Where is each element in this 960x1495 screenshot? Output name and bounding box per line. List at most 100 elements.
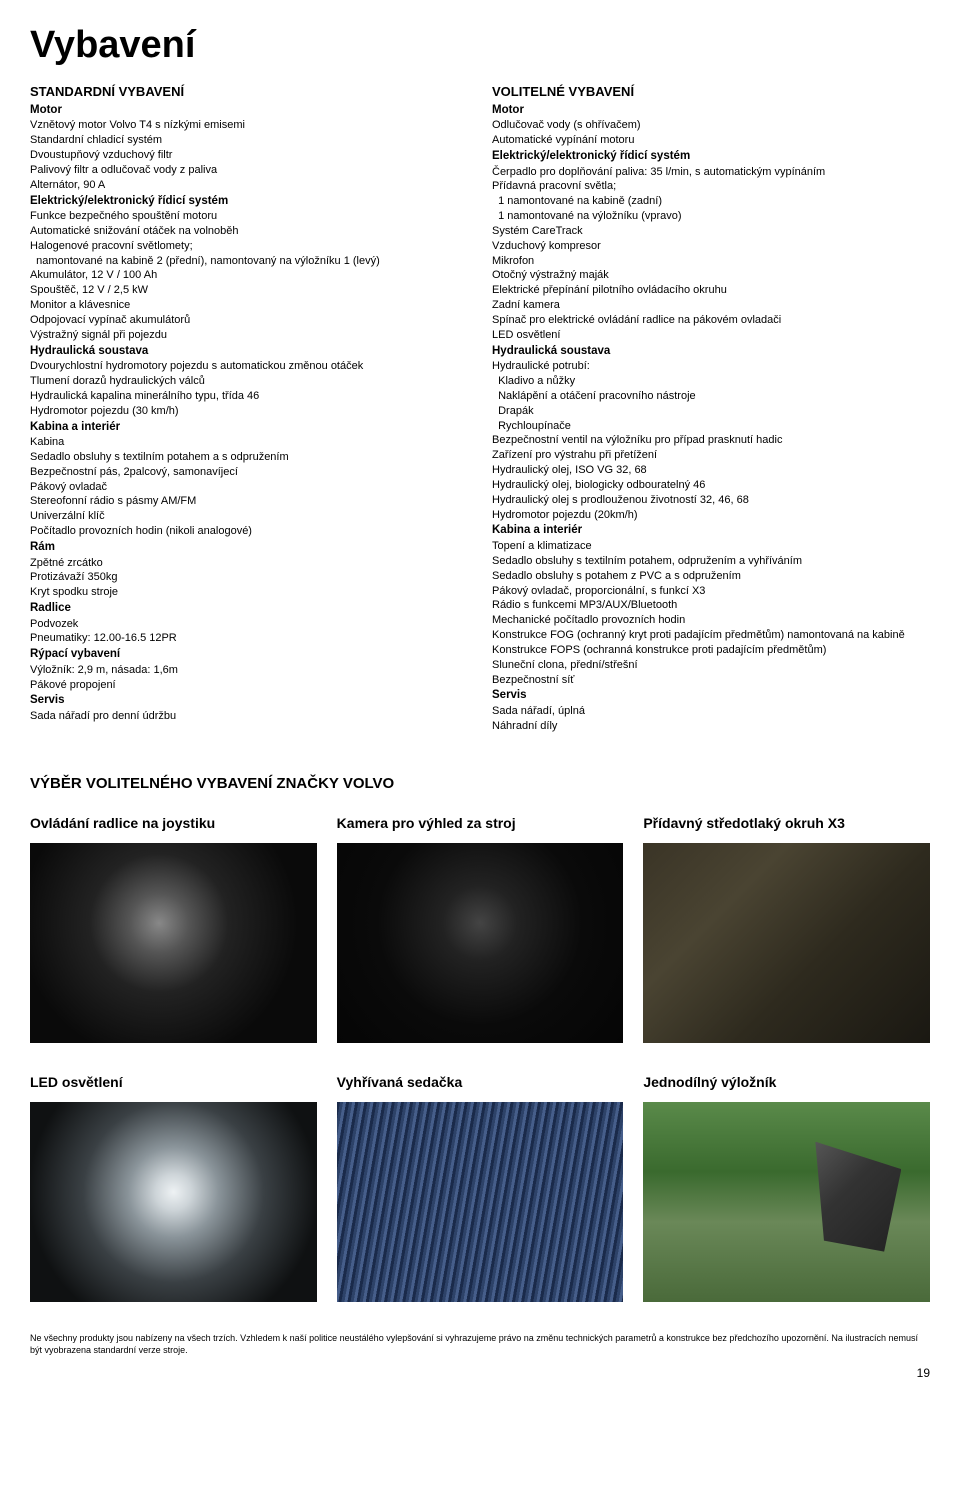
spec-item: Sedadlo obsluhy s potahem z PVC a s odpr… (492, 569, 930, 584)
section-heading: VOLITELNÉ VYBAVENÍ (492, 83, 930, 101)
group-title: Elektrický/elektronický řídicí systém (492, 149, 930, 165)
disclaimer-text: Ne všechny produkty jsou nabízeny na vše… (30, 1332, 930, 1357)
spec-item: Systém CareTrack (492, 224, 930, 239)
group-title: Elektrický/elektronický řídicí systém (30, 194, 468, 210)
spec-item: Počítadlo provozních hodin (nikoli analo… (30, 524, 468, 539)
spec-item: Hydromotor pojezdu (30 km/h) (30, 404, 468, 419)
spec-item: Mechanické počítadlo provozních hodin (492, 613, 930, 628)
spec-item: Spínač pro elektrické ovládání radlice n… (492, 313, 930, 328)
spec-item: Náhradní díly (492, 719, 930, 734)
spec-item: Hydromotor pojezdu (20km/h) (492, 508, 930, 523)
spec-item: Naklápění a otáčení pracovního nástroje (492, 389, 930, 404)
feature-card: LED osvětlení (30, 1073, 317, 1302)
spec-item: Kryt spodku stroje (30, 585, 468, 600)
page-title: Vybavení (30, 20, 930, 71)
spec-item: Dvoustupňový vzduchový filtr (30, 148, 468, 163)
spec-item: Dvourychlostní hydromotory pojezdu s aut… (30, 359, 468, 374)
feature-row-1: Ovládání radlice na joystiku Kamera pro v… (30, 814, 930, 1043)
group-title: Servis (30, 693, 468, 709)
optional-column: VOLITELNÉ VYBAVENÍMotorOdlučovač vody (s… (492, 83, 930, 733)
spec-item: Akumulátor, 12 V / 100 Ah (30, 268, 468, 283)
spec-item: Hydraulické potrubí: (492, 359, 930, 374)
group-title: Rám (30, 540, 468, 556)
spec-item: Kabina (30, 435, 468, 450)
spec-item: Automatické vypínání motoru (492, 133, 930, 148)
standard-column: STANDARDNÍ VYBAVENÍ MotorVznětový motor V… (30, 83, 468, 733)
volvo-options-section: VÝBĚR VOLITELNÉHO VYBAVENÍ ZNAČKY VOLVO … (30, 774, 930, 1302)
spec-item: Hydraulická kapalina minerálního typu, t… (30, 389, 468, 404)
spec-item: Mikrofon (492, 254, 930, 269)
spec-item: Konstrukce FOPS (ochranná konstrukce pro… (492, 643, 930, 658)
group-title: Servis (492, 688, 930, 704)
equipment-columns: STANDARDNÍ VYBAVENÍ MotorVznětový motor V… (30, 83, 930, 733)
group-title: Motor (30, 103, 468, 119)
spec-item: Kladivo a nůžky (492, 374, 930, 389)
feature-image (30, 1102, 317, 1302)
spec-item: Hydraulický olej, biologicky odbourateln… (492, 478, 930, 493)
spec-item: Topení a klimatizace (492, 539, 930, 554)
spec-item: Elektrické přepínání pilotního ovládacíh… (492, 283, 930, 298)
spec-item: Hydraulický olej s prodlouženou životnos… (492, 493, 930, 508)
spec-item: Pákové propojení (30, 678, 468, 693)
feature-title: Jednodílný výložník (643, 1073, 930, 1092)
spec-item: Zpětné zrcátko (30, 556, 468, 571)
feature-row-2: LED osvětlení Vyhřívaná sedačka Jednodílný… (30, 1073, 930, 1302)
spec-item: Pneumatiky: 12.00-16.5 12PR (30, 631, 468, 646)
section-heading: STANDARDNÍ VYBAVENÍ (30, 83, 468, 101)
feature-title: Ovládání radlice na joystiku (30, 814, 317, 833)
spec-item: Rychloupínače (492, 419, 930, 434)
spec-item: Tlumení dorazů hydraulických válců (30, 374, 468, 389)
spec-item: Podvozek (30, 617, 468, 632)
spec-item: Automatické snižování otáček na volnoběh (30, 224, 468, 239)
feature-title: LED osvětlení (30, 1073, 317, 1092)
spec-item: Univerzální klíč (30, 509, 468, 524)
spec-item: Spouštěč, 12 V / 2,5 kW (30, 283, 468, 298)
spec-item: Pákový ovladač, proporcionální, s funkcí… (492, 584, 930, 599)
feature-card: Vyhřívaná sedačka (337, 1073, 624, 1302)
feature-card: Ovládání radlice na joystiku (30, 814, 317, 1043)
feature-card: Jednodílný výložník (643, 1073, 930, 1302)
group-title: Hydraulická soustava (492, 344, 930, 360)
spec-item: Palivový filtr a odlučovač vody z paliva (30, 163, 468, 178)
spec-item: Konstrukce FOG (ochranný kryt proti pada… (492, 628, 930, 643)
spec-item: Sedadlo obsluhy s textilním potahem, odp… (492, 554, 930, 569)
spec-item: Přídavná pracovní světla; (492, 179, 930, 194)
spec-item: Zadní kamera (492, 298, 930, 313)
spec-item: Monitor a klávesnice (30, 298, 468, 313)
spec-item: Výložník: 2,9 m, násada: 1,6m (30, 663, 468, 678)
spec-item: 1 namontované na výložníku (vpravo) (492, 209, 930, 224)
spec-item: Drapák (492, 404, 930, 419)
spec-item: Bezpečnostní síť (492, 673, 930, 688)
group-title: Hydraulická soustava (30, 344, 468, 360)
group-title: Kabina a interiér (30, 420, 468, 436)
spec-item: Sada nářadí, úplná (492, 704, 930, 719)
spec-item: Sada nářadí pro denní údržbu (30, 709, 468, 724)
spec-item: Bezpečnostní pás, 2palcový, samonavíjecí (30, 465, 468, 480)
volvo-options-heading: VÝBĚR VOLITELNÉHO VYBAVENÍ ZNAČKY VOLVO (30, 774, 930, 794)
page-number: 19 (30, 1365, 930, 1381)
spec-item: Rádio s funkcemi MP3/AUX/Bluetooth (492, 598, 930, 613)
spec-item: Halogenové pracovní světlomety; (30, 239, 468, 254)
spec-item: Vzduchový kompresor (492, 239, 930, 254)
feature-card: Kamera pro výhled za stroj (337, 814, 624, 1043)
feature-card: Přídavný středotlaký okruh X3 (643, 814, 930, 1043)
spec-item: 1 namontované na kabině (zadní) (492, 194, 930, 209)
spec-item: LED osvětlení (492, 328, 930, 343)
spec-item: Stereofonní rádio s pásmy AM/FM (30, 494, 468, 509)
spec-item: Zařízení pro výstrahu při přetížení (492, 448, 930, 463)
spec-item: Funkce bezpečného spouštění motoru (30, 209, 468, 224)
spec-item: Výstražný signál při pojezdu (30, 328, 468, 343)
spec-item: namontované na kabině 2 (přední), namont… (30, 254, 468, 269)
spec-item: Čerpadlo pro doplňování paliva: 35 l/min… (492, 165, 930, 180)
feature-image (337, 1102, 624, 1302)
spec-item: Vznětový motor Volvo T4 s nízkými emisem… (30, 118, 468, 133)
spec-item: Hydraulický olej, ISO VG 32, 68 (492, 463, 930, 478)
spec-item: Odpojovací vypínač akumulátorů (30, 313, 468, 328)
group-title: Rýpací vybavení (30, 647, 468, 663)
spec-item: Sluneční clona, přední/střešní (492, 658, 930, 673)
group-title: Radlice (30, 601, 468, 617)
spec-item: Otočný výstražný maják (492, 268, 930, 283)
spec-item: Bezpečnostní ventil na výložníku pro pří… (492, 433, 930, 448)
spec-item: Alternátor, 90 A (30, 178, 468, 193)
feature-title: Kamera pro výhled za stroj (337, 814, 624, 833)
